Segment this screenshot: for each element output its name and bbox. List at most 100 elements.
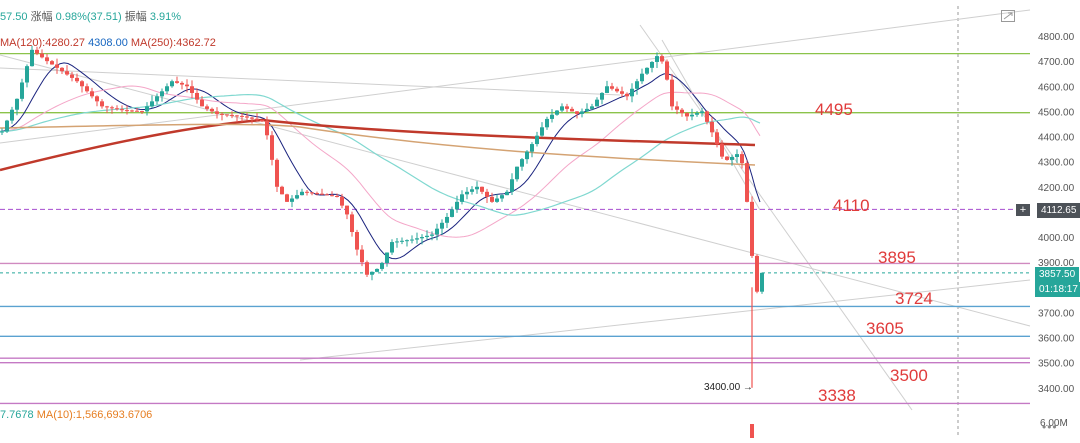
candle-body: [610, 86, 614, 89]
level-label-4495: 4495: [815, 99, 853, 119]
ma120-line: [0, 123, 756, 166]
price-axis[interactable]: 4800.00 4700.00 4600.00 4500.00 4400.00 4300.…: [1038, 32, 1075, 429]
candle-body: [645, 67, 649, 74]
last-price-badge: 3857.50: [1035, 267, 1080, 282]
candle-body: [275, 159, 279, 187]
candle-body: [625, 93, 629, 97]
candle-body: [525, 151, 529, 160]
crosshair-plus-icon[interactable]: +: [1016, 204, 1030, 216]
candle-body: [680, 109, 684, 114]
candle-body: [750, 201, 754, 256]
candle-body: [615, 88, 619, 92]
candle-body: [325, 194, 329, 196]
candle-body: [745, 163, 749, 202]
countdown-badge: 01:18:17: [1035, 282, 1080, 297]
low-price-marker: 3400.00 →: [704, 382, 753, 393]
more-icon[interactable]: •••: [1042, 420, 1058, 434]
candle-body: [495, 198, 499, 202]
candle-body: [505, 191, 509, 196]
candle-body: [430, 234, 434, 236]
candle-body: [40, 53, 44, 58]
candle-body: [660, 56, 664, 62]
candle-body: [445, 216, 449, 223]
candle-body: [160, 91, 164, 97]
candle-body: [50, 61, 54, 65]
candle-body: [105, 106, 109, 108]
candle-body: [115, 108, 119, 110]
candle-body: [655, 56, 659, 62]
y-tick-label: 4600.00: [1038, 82, 1075, 93]
candle-body: [595, 99, 599, 107]
candle-body: [295, 195, 299, 199]
y-tick-label: 3900.00: [1038, 258, 1075, 269]
candle-body: [120, 109, 124, 111]
candle-body: [290, 198, 294, 202]
candle-body: [600, 92, 604, 100]
candle-body: [80, 81, 84, 87]
horizontal-levels[interactable]: [0, 52, 1030, 405]
ma250-line: [0, 118, 756, 172]
candle-body: [185, 84, 189, 87]
candle-body: [700, 111, 704, 114]
amplitude-label: 振幅: [124, 11, 147, 23]
candle-body: [245, 116, 249, 118]
candle-body: [255, 118, 259, 120]
y-tick-label: 4500.00: [1038, 107, 1075, 118]
candle-body: [640, 73, 644, 82]
candle-body: [685, 113, 689, 117]
candle-body: [155, 96, 159, 102]
y-tick-label: 3400.00: [1038, 384, 1075, 395]
y-tick-label: 3600.00: [1038, 334, 1075, 345]
candle-body: [720, 144, 724, 157]
level-label-4110: 4110: [833, 196, 870, 216]
trendline-1: [0, 9, 1031, 144]
candle-body: [555, 110, 559, 115]
candle-body: [65, 71, 69, 75]
candle-body: [475, 186, 479, 190]
candle-body: [560, 106, 564, 111]
trendlines[interactable]: [0, 9, 1031, 411]
candle-body: [190, 86, 194, 93]
level-label-3895: 3895: [878, 248, 916, 268]
candle-body: [100, 101, 104, 107]
candle-body: [170, 81, 174, 87]
candle-body: [665, 61, 669, 80]
candle-body: [70, 74, 74, 78]
candle-body: [450, 209, 454, 217]
candle-body: [260, 119, 264, 121]
volume-tick-label: 6.00M: [1040, 418, 1068, 429]
candle-body: [375, 268, 379, 272]
candle-body: [20, 82, 24, 99]
volume-legend: 7.7678 MA(10):1,566,693.6706: [0, 409, 152, 421]
volume-fragment: 7.7678: [0, 409, 34, 421]
candle-body: [650, 61, 654, 68]
y-tick-label: 4400.00: [1038, 133, 1075, 144]
candle-body: [225, 114, 229, 116]
candle-body: [405, 240, 409, 242]
candle-body: [690, 114, 694, 117]
candle-body: [135, 110, 139, 112]
level-label-3605: 3605: [866, 319, 904, 339]
candle-body: [455, 201, 459, 210]
level-label-3724: 3724: [895, 289, 933, 309]
y-tick-label: 4700.00: [1038, 57, 1075, 68]
candle-body: [250, 117, 254, 119]
candle-body: [270, 135, 274, 160]
candle-body: [350, 214, 354, 233]
expand-icon[interactable]: [1001, 10, 1015, 22]
y-tick-label: 4800.00: [1038, 32, 1075, 43]
candle-body: [540, 127, 544, 136]
candle-body: [520, 159, 524, 167]
candle-body: [500, 195, 504, 199]
candle-body: [25, 66, 29, 83]
y-tick-label: 4000.00: [1038, 233, 1075, 244]
candle-body: [510, 179, 514, 192]
candle-body: [130, 110, 134, 112]
ma250-value: MA(250):4362.72: [130, 37, 216, 49]
price-fragment: 57.50: [0, 11, 28, 23]
ohlc-info: 57.50 涨幅 0.98%(37.51) 振幅 3.91%: [0, 8, 181, 24]
candle-body: [740, 154, 744, 164]
candle-body: [330, 195, 334, 197]
